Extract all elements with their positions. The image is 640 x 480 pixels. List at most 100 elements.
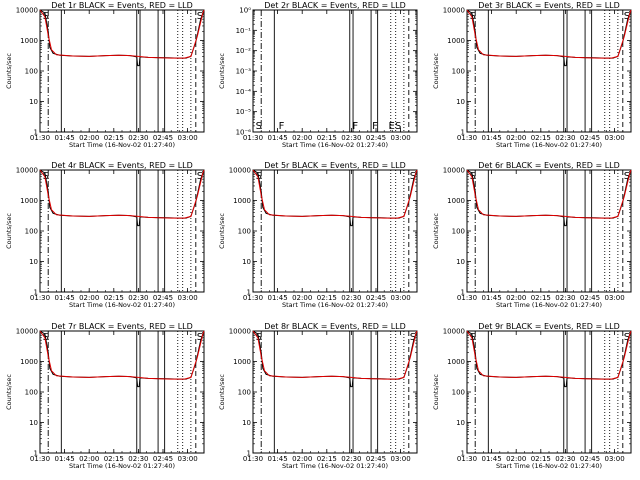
y-tick-label: 10 (456, 419, 465, 427)
x-tick-label: 02:00 (79, 294, 99, 302)
x-axis-label: Start Time (16-Nov-02 01:27:40) (282, 301, 388, 309)
events-line (39, 9, 205, 67)
x-tick-label: 02:00 (506, 134, 526, 142)
events-line (466, 9, 632, 67)
y-tick-label: 1 (247, 450, 251, 458)
y-tick-label: 100 (25, 228, 38, 236)
x-tick-label: 02:30 (555, 294, 575, 302)
panel-det-2: Det 2r BLACK = Events, RED = LLD 10⁻⁶ 10⁻⁵… (218, 1, 418, 149)
event-flag: S (197, 332, 203, 343)
y-tick-label: 100 (238, 228, 251, 236)
y-tick-label: 10000 (443, 7, 465, 15)
panel-det-5: Det 5r BLACK = Events, RED = LLD 1 10 100 10… (218, 161, 418, 309)
y-tick-label: 10⁻⁴ (236, 88, 252, 96)
event-flag: S (624, 332, 630, 343)
event-flag: S (197, 11, 203, 22)
x-tick-label: 01:30 (457, 294, 477, 302)
plot-frame (39, 330, 205, 454)
y-tick-label: 1000 (20, 37, 38, 45)
event-flag: S (624, 171, 630, 182)
x-tick-label: 01:45 (482, 294, 502, 302)
y-tick-label: 10⁻⁶ (236, 129, 252, 137)
y-tick-label: 1 (34, 129, 38, 137)
x-tick-label: 01:45 (55, 134, 75, 142)
x-axis-label: Start Time (16-Nov-02 01:27:40) (69, 141, 175, 149)
x-tick-label: 02:45 (580, 294, 600, 302)
y-tick-label: 10 (242, 419, 251, 427)
x-tick-label: 02:15 (317, 294, 337, 302)
panel-title: Det 7r BLACK = Events, RED = LLD (51, 322, 193, 331)
events-line (252, 330, 418, 388)
y-tick-label: 1 (247, 289, 251, 297)
x-tick-label: 03:00 (178, 455, 198, 463)
x-tick-label: 01:45 (55, 455, 75, 463)
y-tick-label: 10 (29, 419, 38, 427)
y-axis-label: Counts/sec (432, 213, 440, 249)
plot-frame (252, 330, 418, 454)
x-tick-label: 02:15 (317, 134, 337, 142)
x-tick-label: 01:45 (268, 294, 288, 302)
event-flag: S (410, 332, 416, 343)
x-axis-label: Start Time (16-Nov-02 01:27:40) (69, 301, 175, 309)
y-axis-label: Counts/sec (5, 213, 13, 249)
x-tick-label: 02:15 (104, 455, 124, 463)
y-tick-label: 1 (461, 450, 465, 458)
y-tick-label: 10⁻³ (236, 68, 252, 76)
x-tick-label: 02:30 (341, 134, 361, 142)
events-line (39, 330, 205, 388)
x-tick-label: 02:30 (555, 134, 575, 142)
x-tick-label: 03:00 (391, 134, 411, 142)
y-tick-label: 10 (456, 98, 465, 106)
x-axis-label: Start Time (16-Nov-02 01:27:40) (496, 462, 602, 470)
panel-title: Det 9r BLACK = Events, RED = LLD (478, 322, 620, 331)
x-tick-label: 02:45 (366, 455, 386, 463)
y-tick-label: 1000 (447, 197, 465, 205)
x-tick-label: 02:45 (580, 455, 600, 463)
x-tick-label: 02:45 (153, 455, 173, 463)
y-tick-label: 100 (452, 68, 465, 76)
x-tick-label: 02:15 (531, 134, 551, 142)
x-axis-label: Start Time (16-Nov-02 01:27:40) (496, 301, 602, 309)
x-tick-label: 02:00 (79, 134, 99, 142)
event-flag: E (388, 121, 394, 132)
events-line (466, 169, 632, 227)
y-axis-label: Counts/sec (218, 374, 226, 410)
plot-frame (466, 169, 632, 293)
x-tick-label: 02:00 (292, 134, 312, 142)
events-line (252, 169, 418, 227)
lld-line (466, 169, 632, 219)
events-line (39, 169, 205, 227)
x-tick-label: 02:00 (292, 294, 312, 302)
event-flag: S (395, 121, 401, 132)
y-tick-label: 10000 (16, 328, 38, 336)
y-tick-label: 1000 (233, 358, 251, 366)
x-tick-label: 01:45 (268, 134, 288, 142)
x-tick-label: 02:30 (128, 455, 148, 463)
y-tick-label: 1 (34, 450, 38, 458)
x-axis-label: Start Time (16-Nov-02 01:27:40) (282, 462, 388, 470)
y-axis-label: Counts/sec (218, 213, 226, 249)
x-tick-label: 02:45 (366, 134, 386, 142)
y-tick-label: 10000 (443, 328, 465, 336)
event-flag: S (197, 171, 203, 182)
y-tick-label: 1 (34, 289, 38, 297)
x-tick-label: 01:45 (268, 455, 288, 463)
lld-line (252, 330, 418, 380)
plot-frame (466, 330, 632, 454)
x-tick-label: 01:30 (243, 134, 263, 142)
x-tick-label: 02:00 (506, 455, 526, 463)
lld-line (39, 9, 205, 59)
y-tick-label: 10⁻¹ (236, 27, 252, 35)
y-tick-label: 10000 (16, 7, 38, 15)
y-axis-label: Counts/sec (218, 53, 226, 89)
panel-det-1: Det 1r BLACK = Events, RED = LLD 1 10 100 10… (5, 1, 205, 149)
panel-det-4: Det 4r BLACK = Events, RED = LLD 1 10 100 10… (5, 161, 205, 309)
y-tick-label: 1000 (447, 37, 465, 45)
x-tick-label: 02:15 (317, 455, 337, 463)
x-tick-label: 02:45 (366, 294, 386, 302)
x-tick-label: 01:30 (457, 134, 477, 142)
x-tick-label: 01:30 (30, 294, 50, 302)
plot-frame (252, 9, 418, 133)
panel-title: Det 1r BLACK = Events, RED = LLD (51, 1, 193, 10)
